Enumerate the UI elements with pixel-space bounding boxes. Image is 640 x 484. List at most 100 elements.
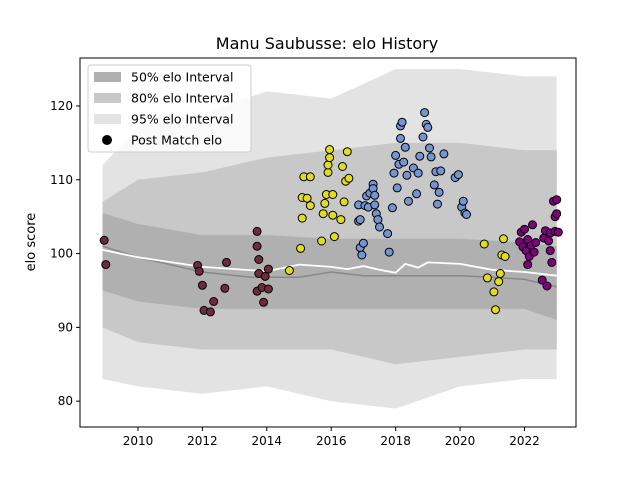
post-match-elo-point-series-3 [375,222,384,232]
post-match-elo-point-series-3 [453,170,463,180]
x-tick-label: 2014 [252,434,283,448]
post-match-elo-point-series-2 [325,145,335,154]
post-match-elo-point-series-4 [482,273,492,283]
post-match-elo-point-series-4 [495,269,505,278]
post-match-elo-point-series-3 [413,168,423,178]
post-match-elo-point-series-2 [323,167,333,177]
post-match-elo-point-series-3 [373,215,383,225]
post-match-elo-point-series-3 [397,117,407,127]
post-match-elo-point-series-3 [387,203,397,213]
y-tick-label: 100 [50,247,73,261]
post-match-elo-point-series-3 [439,149,449,159]
post-match-elo-point-series-3 [357,250,367,260]
post-match-elo-point-series-5 [528,220,537,230]
post-match-elo-point-series-2 [329,232,339,242]
post-match-elo-point-series-5 [547,257,557,267]
post-match-elo-point-series-5 [552,209,562,219]
post-match-elo-point-series-4 [500,252,510,261]
post-match-elo-point-series-2 [344,173,354,183]
post-match-elo-point-series-3 [429,180,439,190]
post-match-elo-point-series-5 [520,224,529,234]
post-match-elo-point-series-5 [552,195,562,205]
post-match-elo-point-series-2 [323,160,333,170]
post-match-elo-point-series-3 [389,168,399,178]
y-tick-label: 110 [50,173,73,187]
post-match-elo-point-series-1 [101,260,111,270]
post-match-elo-point-series-1 [205,307,215,317]
legend-label: Post Match elo [131,133,222,148]
post-match-elo-point-series-4 [499,234,508,244]
post-match-elo-point-series-1 [194,266,204,276]
legend-box [87,64,252,153]
post-match-elo-point-series-1 [222,257,231,267]
y-tick-label: 90 [58,320,73,334]
axes: 2010 2012 2014 2016 2018 2020 2022 80 90 100 110 12… [50,99,540,448]
post-match-elo-point-series-2 [305,172,315,182]
post-match-elo-point-series-3 [433,199,442,209]
post-match-elo-point-series-1 [252,241,262,251]
post-match-elo-point-series-3 [396,133,405,143]
post-match-elo-point-series-3 [404,196,413,206]
post-match-elo-point-series-1 [259,297,269,307]
post-match-elo-point-series-2 [342,147,352,157]
post-match-elo-point-series-3 [412,189,422,199]
legend-marker [102,135,112,145]
post-match-elo-point-series-1 [260,271,270,281]
post-match-elo-point-series-1 [263,264,273,274]
post-match-elo-point-series-2 [297,213,307,223]
post-match-elo-point-series-2 [339,197,349,207]
x-tick-label: 2018 [380,434,411,448]
post-match-elo-point-series-2 [302,193,312,203]
post-match-elo-point-series-1 [263,284,273,294]
post-match-elo-point-series-3 [400,142,410,152]
post-match-elo-point-series-4 [494,277,504,287]
post-match-elo-point-series-2 [325,153,335,163]
post-match-elo-point-series-3 [358,238,368,248]
x-tick-label: 2022 [509,434,540,448]
post-match-elo-point-series-2 [328,210,338,220]
post-match-elo-point-series-1 [254,255,264,264]
post-match-elo-point-series-3 [383,229,393,239]
post-match-elo-point-series-3 [370,190,380,200]
post-match-elo-point-series-3 [391,150,401,160]
post-match-elo-point-series-2 [317,236,327,246]
legend-label: 50% elo Interval [131,70,233,85]
post-match-elo-point-series-2 [328,190,338,199]
post-match-elo-point-series-5 [523,260,533,270]
post-match-elo-point-series-2 [320,198,330,208]
post-match-elo-point-series-3 [426,152,436,162]
post-match-elo-point-series-4 [489,287,499,297]
post-match-elo-point-series-2 [296,243,306,253]
post-match-elo-point-series-3 [425,143,434,153]
x-tick-label: 2010 [123,434,154,448]
legend-swatch [94,114,121,124]
post-match-elo-point-series-3 [434,187,444,197]
post-match-elo-point-series-5 [529,247,539,257]
post-match-elo-point-series-5 [545,246,555,256]
post-match-elo-point-series-2 [305,201,315,211]
legend-label: 95% elo Interval [131,112,233,127]
post-match-elo-point-series-3 [415,151,425,161]
legend-swatch [94,72,121,82]
post-match-elo-point-series-4 [479,239,489,249]
post-match-elo-point-series-3 [418,132,428,142]
post-match-elo-point-series-5 [553,227,563,237]
y-axis-label: elo score [24,213,39,272]
post-match-elo-point-series-3 [399,157,409,167]
x-tick-label: 2016 [316,434,347,448]
post-match-elo-point-series-1 [220,283,230,293]
post-match-elo-point-series-3 [402,170,412,180]
x-tick-label: 2012 [187,434,218,448]
post-match-elo-point-series-3 [423,122,433,132]
legend: 50% elo Interval 80% elo Interval 95% elo … [87,64,252,153]
post-match-elo-point-series-3 [370,200,380,210]
x-tick-label: 2020 [445,434,476,448]
post-match-elo-point-series-3 [436,166,446,176]
post-match-elo-point-series-3 [384,247,394,257]
post-match-elo-point-series-2 [284,266,294,275]
post-match-elo-point-series-4 [491,305,500,315]
post-match-elo-point-series-2 [318,209,328,219]
post-match-elo-point-series-3 [420,108,430,118]
post-match-elo-point-series-3 [462,210,471,219]
